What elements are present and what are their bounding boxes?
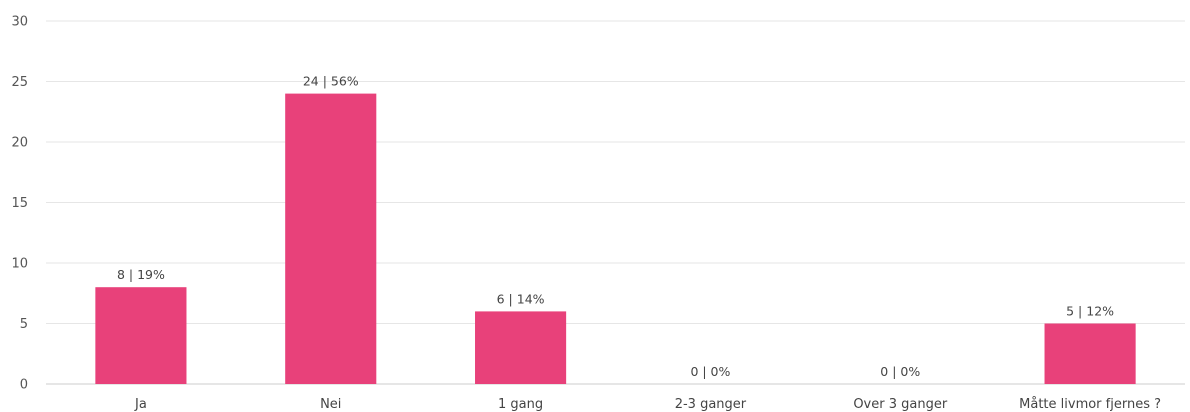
data-label: 24 | 56% — [303, 74, 359, 89]
bar — [475, 311, 567, 384]
x-category-label: Måtte livmor fjernes ? — [1019, 397, 1161, 412]
y-tick-label: 0 — [20, 378, 28, 393]
y-tick-label: 20 — [11, 136, 28, 151]
data-label: 0 | 0% — [880, 364, 920, 379]
data-label: 8 | 19% — [117, 267, 165, 282]
x-category-label: Over 3 ganger — [853, 397, 948, 412]
y-tick-label: 15 — [11, 196, 28, 211]
data-labels: 8 | 19% 24 | 56% 6 | 14% 0 | 0% 0 | 0% 5 | 12… — [117, 74, 1114, 379]
data-label: 6 | 14% — [497, 291, 545, 306]
x-category-label: 1 gang — [498, 397, 543, 412]
bar — [285, 93, 377, 384]
x-category-label: Ja — [134, 397, 147, 412]
y-tick-label: 30 — [11, 15, 28, 30]
bar — [95, 287, 187, 384]
x-category-label: 2-3 ganger — [675, 397, 747, 412]
grid-lines — [46, 20, 1185, 385]
y-tick-label: 25 — [11, 75, 28, 90]
bars — [95, 93, 1136, 384]
data-label: 5 | 12% — [1066, 304, 1114, 319]
y-tick-label: 5 — [20, 317, 28, 332]
y-tick-label: 10 — [11, 257, 28, 272]
y-axis-ticks: 0 5 10 15 20 25 30 — [11, 15, 28, 393]
bar — [1044, 323, 1136, 384]
x-category-label: Nei — [320, 397, 341, 412]
x-axis-categories: Ja Nei 1 gang 2-3 ganger Over 3 ganger Måtte … — [134, 397, 1161, 412]
data-label: 0 | 0% — [690, 364, 730, 379]
